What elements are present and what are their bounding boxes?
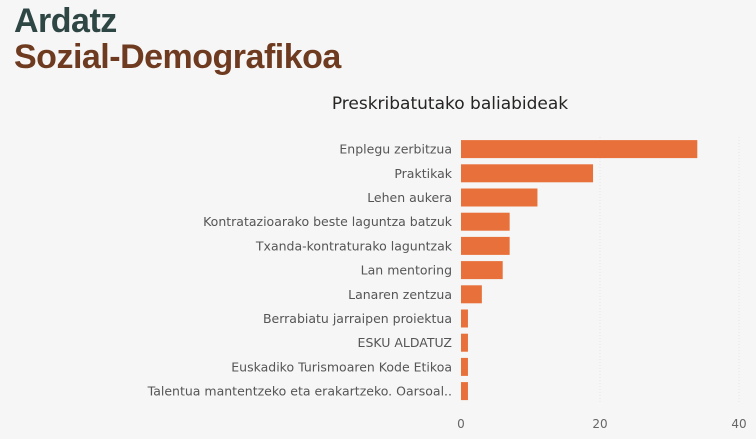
x-axis-ticks: 0 20 40 (457, 417, 746, 431)
category-label: Lehen aukera (367, 190, 452, 205)
x-tick-label: 20 (592, 417, 607, 431)
category-label: ESKU ALDATUZ (358, 335, 452, 350)
bar[interactable] (461, 140, 698, 159)
category-label: Lanaren zentzua (348, 287, 452, 302)
bar[interactable] (461, 212, 510, 231)
bar[interactable] (461, 285, 482, 304)
bar[interactable] (461, 309, 468, 328)
category-labels: Enplegu zerbitzua Praktikak Lehen aukera Ko… (147, 142, 453, 399)
category-label: Enplegu zerbitzua (339, 142, 452, 157)
page-title-line2: Sozial-Demografikoa (14, 38, 341, 76)
bar[interactable] (461, 382, 468, 401)
category-label: Euskadiko Turismoaren Kode Etikoa (231, 359, 452, 374)
category-label: Txanda-kontraturako laguntzak (255, 238, 453, 253)
bar[interactable] (461, 333, 468, 352)
bars (461, 140, 698, 401)
bar[interactable] (461, 261, 503, 280)
chart-title: Preskribatutako baliabideak (331, 94, 569, 114)
bar[interactable] (461, 188, 538, 207)
category-label: Lan mentoring (361, 263, 452, 278)
page-title-line1: Ardatz (14, 2, 117, 40)
gridlines (599, 137, 740, 404)
category-label: Praktikak (394, 166, 452, 181)
bar[interactable] (461, 164, 594, 183)
x-tick-label: 0 (457, 417, 465, 431)
bar[interactable] (461, 236, 510, 255)
category-label: Kontratazioarako beste laguntza batzuk (203, 214, 453, 229)
category-label: Talentua mantentzeko eta erakartzeko. Oa… (147, 384, 452, 399)
category-label: Berrabiatu jarraipen proiektua (263, 311, 452, 326)
x-tick-label: 40 (731, 417, 746, 431)
bar[interactable] (461, 357, 468, 376)
